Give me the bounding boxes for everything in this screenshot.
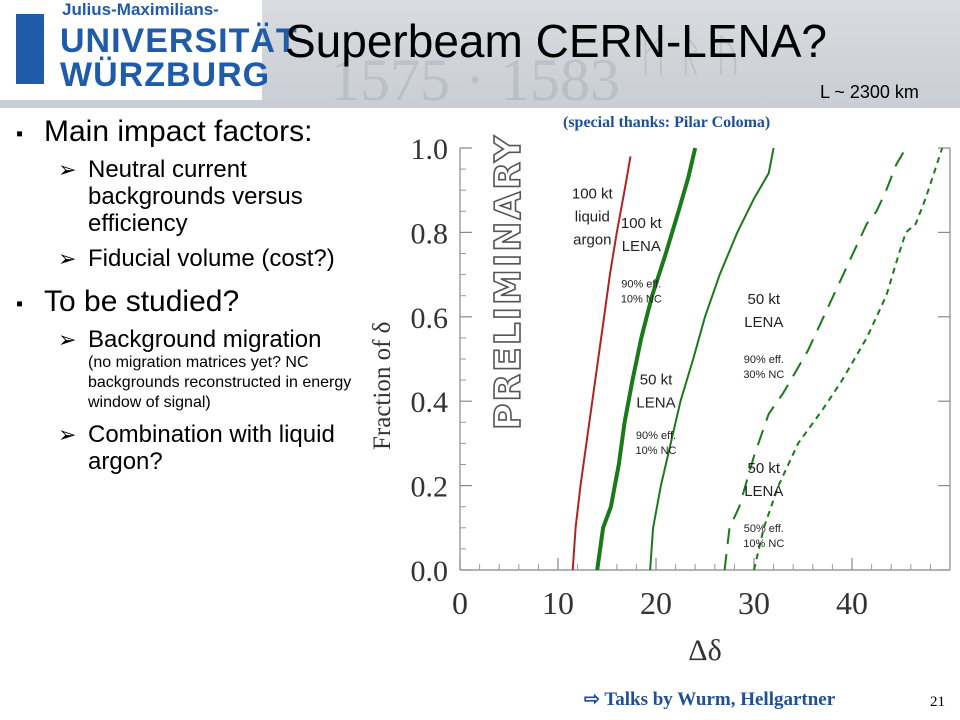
bullet-square-icon: ▪ bbox=[16, 123, 24, 145]
annotation-label: 10% NC bbox=[636, 445, 677, 457]
logo-line3: WÜRZBURG bbox=[60, 56, 271, 94]
annotation-label: LENA bbox=[744, 483, 783, 500]
series-line bbox=[649, 147, 775, 571]
series-line bbox=[753, 147, 944, 571]
logo-line1: Julius-Maximilians- bbox=[62, 0, 219, 19]
arrow-bullet-icon: ➢ bbox=[58, 246, 77, 271]
talks-reference: ⇨ Talks by Wurm, Hellgartner bbox=[584, 689, 836, 710]
annotation-label: 90% eff. bbox=[621, 278, 661, 290]
header-texture: 1575 · 1583 ᛗ ᚱ ᚢ bbox=[330, 31, 741, 108]
y-tick-label: 1.0 bbox=[411, 133, 449, 166]
annotation-label: 50 kt bbox=[640, 371, 673, 388]
bullet-main-impact: ▪ Main impact factors: bbox=[14, 116, 354, 148]
annotation-label: 50 kt bbox=[748, 460, 781, 477]
svg-text:ᛗ ᚱ ᚢ: ᛗ ᚱ ᚢ bbox=[640, 31, 741, 80]
annotation-label: LENA bbox=[622, 238, 661, 255]
slide-title: Superbeam CERN-LENA? bbox=[285, 15, 828, 67]
series-line bbox=[723, 147, 907, 571]
baseline-label: L ~ 2300 km bbox=[820, 82, 919, 102]
sub-bullet-nc: ➢ Neutral current backgrounds versus eff… bbox=[14, 156, 354, 237]
bullet-square-icon: ▪ bbox=[16, 293, 24, 315]
sub-bullet-fiducial: ➢ Fiducial volume (cost?) bbox=[14, 245, 354, 272]
logo-line2: UNIVERSITÄT bbox=[60, 22, 298, 60]
annotation-label: 100 kt bbox=[572, 186, 614, 203]
annotation-label: 30% NC bbox=[743, 369, 784, 381]
y-tick-label: 0.4 bbox=[411, 386, 449, 419]
annotation-label: LENA bbox=[636, 394, 675, 411]
bullet-list: ▪ Main impact factors: ➢ Neutral current… bbox=[14, 116, 354, 476]
annotation-label: 10% NC bbox=[621, 293, 662, 305]
series-line bbox=[571, 156, 632, 571]
logo-mark bbox=[16, 14, 44, 84]
y-tick-label: 0.6 bbox=[411, 302, 449, 335]
y-tick-label: 0.8 bbox=[411, 217, 449, 250]
series-layer bbox=[571, 147, 944, 571]
y-axis-label: Fraction of δ bbox=[369, 322, 396, 450]
x-tick-label: 20 bbox=[640, 585, 672, 621]
annotation-label: 50 kt bbox=[748, 291, 781, 308]
preliminary-watermark: PRELIMINARY bbox=[488, 134, 529, 430]
y-tick-label: 0.2 bbox=[411, 471, 449, 504]
annotation-label: LENA bbox=[744, 314, 783, 331]
sub-bullet-text: Combination with liquid argon? bbox=[88, 421, 335, 475]
axis-ticks: 0.0 0.2 0.4 0.6 0.8 1.0 0 10 20 30 40 bbox=[411, 133, 950, 621]
x-tick-label: 40 bbox=[836, 585, 868, 621]
sub-bullet-note: (no migration matrices yet? NC backgroun… bbox=[88, 354, 352, 411]
y-tick-label: 0.0 bbox=[411, 555, 449, 588]
annotation-label: 10% NC bbox=[743, 538, 784, 550]
x-axis-label: Δδ bbox=[688, 634, 721, 667]
sub-bullet-migration: ➢ Background migration (no migration mat… bbox=[14, 326, 354, 413]
annotation-label: 100 kt bbox=[621, 215, 663, 232]
thanks-note: (special thanks: Pilar Coloma) bbox=[563, 114, 771, 131]
annotation-label: 50% eff. bbox=[744, 523, 784, 535]
bullet-text: To be studied? bbox=[44, 285, 240, 318]
annotation-layer: 100 kt liquid argon 100 kt LENA 90% eff. 10% N… bbox=[572, 186, 784, 550]
series-line bbox=[595, 147, 698, 571]
annotation-label: 90% eff. bbox=[744, 354, 784, 366]
sub-bullet-text: Fiducial volume (cost?) bbox=[88, 245, 335, 272]
annotation-label: 90% eff. bbox=[636, 430, 676, 442]
arrow-bullet-icon: ➢ bbox=[58, 157, 77, 182]
x-tick-label: 0 bbox=[452, 585, 468, 621]
sub-bullet-combination: ➢ Combination with liquid argon? bbox=[14, 421, 354, 475]
sensitivity-chart: 0.0 0.2 0.4 0.6 0.8 1.0 0 10 20 30 40 100 kt liquid… bbox=[369, 133, 951, 667]
header-banner: 1575 · 1583 ᛗ ᚱ ᚢ Julius-Maximilians- UN… bbox=[0, 0, 960, 108]
bullet-text: Main impact factors: bbox=[44, 115, 313, 148]
x-tick-label: 30 bbox=[738, 585, 770, 621]
arrow-bullet-icon: ➢ bbox=[58, 422, 77, 447]
annotation-label: liquid bbox=[575, 209, 610, 226]
sub-bullet-text: Background migration bbox=[88, 326, 322, 353]
x-tick-label: 10 bbox=[542, 585, 574, 621]
annotation-label: argon bbox=[573, 232, 611, 249]
sub-bullet-text: Neutral current backgrounds versus effic… bbox=[88, 156, 303, 237]
page-number: 21 bbox=[930, 694, 945, 710]
arrow-bullet-icon: ➢ bbox=[58, 327, 77, 352]
bullet-to-be-studied: ▪ To be studied? bbox=[14, 286, 354, 318]
svg-text:1575 · 1583: 1575 · 1583 bbox=[330, 47, 620, 108]
university-logo: Julius-Maximilians- UNIVERSITÄT WÜRZBURG bbox=[0, 0, 297, 100]
